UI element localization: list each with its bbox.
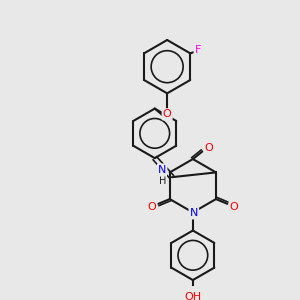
Text: H: H <box>159 176 166 186</box>
Text: O: O <box>163 109 172 119</box>
Text: N: N <box>190 208 198 218</box>
Text: O: O <box>205 142 213 153</box>
Text: N: N <box>158 165 166 175</box>
Text: O: O <box>230 202 239 212</box>
Text: OH: OH <box>184 292 201 300</box>
Text: O: O <box>147 202 156 212</box>
Text: H: H <box>158 166 166 176</box>
Text: F: F <box>195 46 201 56</box>
